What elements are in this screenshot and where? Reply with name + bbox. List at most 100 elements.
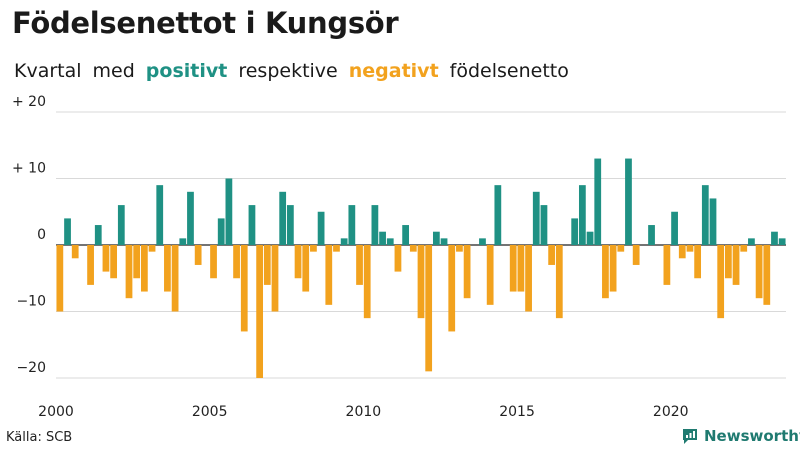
subtitle-text-med: med bbox=[92, 60, 135, 82]
bar-quarter-48 bbox=[417, 245, 425, 319]
bar-chart-icon bbox=[683, 429, 697, 444]
x-tick-label: 2020 bbox=[653, 404, 689, 420]
bar-quarter-11 bbox=[133, 245, 141, 279]
bar-quarter-8 bbox=[110, 245, 118, 279]
subtitle-text-kvartal: Kvartal bbox=[14, 60, 82, 82]
bar-quarter-2 bbox=[64, 218, 71, 245]
bar-quarter-28 bbox=[263, 245, 271, 285]
bar-quarter-72 bbox=[602, 245, 609, 299]
bar-quarter-41 bbox=[363, 245, 371, 319]
x-tick-label: 2010 bbox=[346, 404, 382, 420]
bar-quarter-91 bbox=[748, 238, 755, 245]
bar-quarter-57 bbox=[486, 245, 494, 305]
bar-quarter-75 bbox=[625, 158, 632, 245]
bar-quarter-82 bbox=[678, 245, 686, 259]
bar-quarter-50 bbox=[432, 231, 440, 245]
y-tick-label: 0 bbox=[37, 227, 46, 243]
bar-quarter-5 bbox=[87, 245, 94, 285]
bar-quarter-95 bbox=[778, 238, 786, 245]
bar-quarter-49 bbox=[425, 245, 433, 372]
chart-subtitle: Kvartal med positivt respektive negativt föde… bbox=[14, 60, 580, 82]
bar-quarter-13 bbox=[148, 245, 156, 252]
bar-quarter-44 bbox=[386, 238, 394, 245]
bar-quarter-83 bbox=[686, 245, 694, 252]
bar-quarter-63 bbox=[532, 191, 540, 245]
chart-title: Födelsenettot i Kungsör bbox=[12, 6, 399, 40]
bar-quarter-39 bbox=[348, 205, 356, 245]
bar-quarter-21 bbox=[210, 245, 217, 279]
legend-positive: positivt bbox=[145, 60, 228, 82]
bars bbox=[56, 158, 786, 378]
bar-quarter-14 bbox=[156, 185, 164, 245]
brand-name: Newsworthy bbox=[704, 427, 800, 445]
bar-quarter-74 bbox=[617, 245, 625, 252]
bar-quarter-19 bbox=[194, 245, 202, 265]
bar-quarter-45 bbox=[394, 245, 402, 272]
bar-quarter-69 bbox=[578, 185, 586, 245]
bar-quarter-38 bbox=[340, 238, 348, 245]
bar-quarter-54 bbox=[463, 245, 471, 299]
bar-quarter-43 bbox=[379, 231, 386, 245]
bar-quarter-66 bbox=[555, 245, 563, 319]
bar-quarter-16 bbox=[171, 245, 179, 312]
bar-quarter-92 bbox=[755, 245, 763, 299]
bar-quarter-25 bbox=[240, 245, 248, 332]
bar-quarter-58 bbox=[494, 185, 502, 245]
bar-quarter-29 bbox=[271, 245, 279, 312]
bar-quarter-23 bbox=[225, 178, 233, 245]
bar-quarter-12 bbox=[140, 245, 148, 292]
bar-quarter-32 bbox=[294, 245, 302, 279]
bar-quarter-61 bbox=[517, 245, 525, 292]
bar-quarter-88 bbox=[724, 245, 732, 279]
y-tick-label: + 20 bbox=[12, 94, 46, 110]
y-tick-label: −20 bbox=[16, 360, 46, 376]
legend-negative: negativt bbox=[348, 60, 439, 82]
bar-quarter-80 bbox=[663, 245, 671, 285]
bar-quarter-76 bbox=[632, 245, 640, 265]
x-tick-label: 2015 bbox=[499, 404, 535, 420]
bar-quarter-1 bbox=[56, 245, 64, 312]
bar-quarter-30 bbox=[279, 191, 287, 245]
bar-quarter-9 bbox=[117, 205, 125, 245]
x-tick-label: 2005 bbox=[192, 404, 228, 420]
bar-quarter-52 bbox=[448, 245, 456, 332]
bar-quarter-65 bbox=[548, 245, 556, 265]
bar-quarter-81 bbox=[671, 211, 678, 245]
bar-quarter-47 bbox=[409, 245, 417, 252]
bar-quarter-35 bbox=[317, 211, 325, 245]
bar-quarter-62 bbox=[525, 245, 532, 312]
bar-quarter-46 bbox=[402, 225, 410, 245]
bar-quarter-87 bbox=[717, 245, 725, 319]
bar-quarter-31 bbox=[286, 205, 294, 245]
bar-quarter-64 bbox=[540, 205, 548, 245]
bar-quarter-27 bbox=[256, 245, 264, 378]
bar-quarter-84 bbox=[694, 245, 702, 279]
bar-quarter-26 bbox=[248, 205, 256, 245]
bar-quarter-17 bbox=[179, 238, 187, 245]
axis-labels: + 20 + 10 0 −10 −20 2000 2005 2010 2015 2020 bbox=[12, 94, 689, 420]
bar-quarter-22 bbox=[217, 218, 225, 245]
bar-quarter-89 bbox=[732, 245, 740, 285]
bar-quarter-3 bbox=[71, 245, 79, 259]
bar-quarter-71 bbox=[594, 158, 602, 245]
bar-quarter-68 bbox=[571, 218, 579, 245]
bar-quarter-7 bbox=[102, 245, 110, 272]
bar-quarter-60 bbox=[509, 245, 517, 292]
bar-quarter-85 bbox=[701, 185, 709, 245]
y-tick-label: −10 bbox=[16, 294, 46, 310]
bar-quarter-6 bbox=[94, 225, 102, 245]
source-label: Källa: SCB bbox=[6, 430, 73, 445]
bar-quarter-78 bbox=[648, 225, 655, 245]
subtitle-text-fodelsenetto: födelsenetto bbox=[449, 60, 569, 82]
bar-quarter-42 bbox=[371, 205, 379, 245]
bar-quarter-70 bbox=[586, 231, 594, 245]
bar-quarter-86 bbox=[709, 198, 717, 245]
x-tick-label: 2000 bbox=[38, 404, 74, 420]
bar-quarter-24 bbox=[233, 245, 240, 279]
bar-quarter-34 bbox=[310, 245, 317, 252]
newsworthy-logo: Newsworthy bbox=[681, 427, 800, 445]
bar-quarter-56 bbox=[479, 238, 486, 245]
bar-quarter-40 bbox=[356, 245, 363, 285]
bar-quarter-33 bbox=[302, 245, 310, 292]
